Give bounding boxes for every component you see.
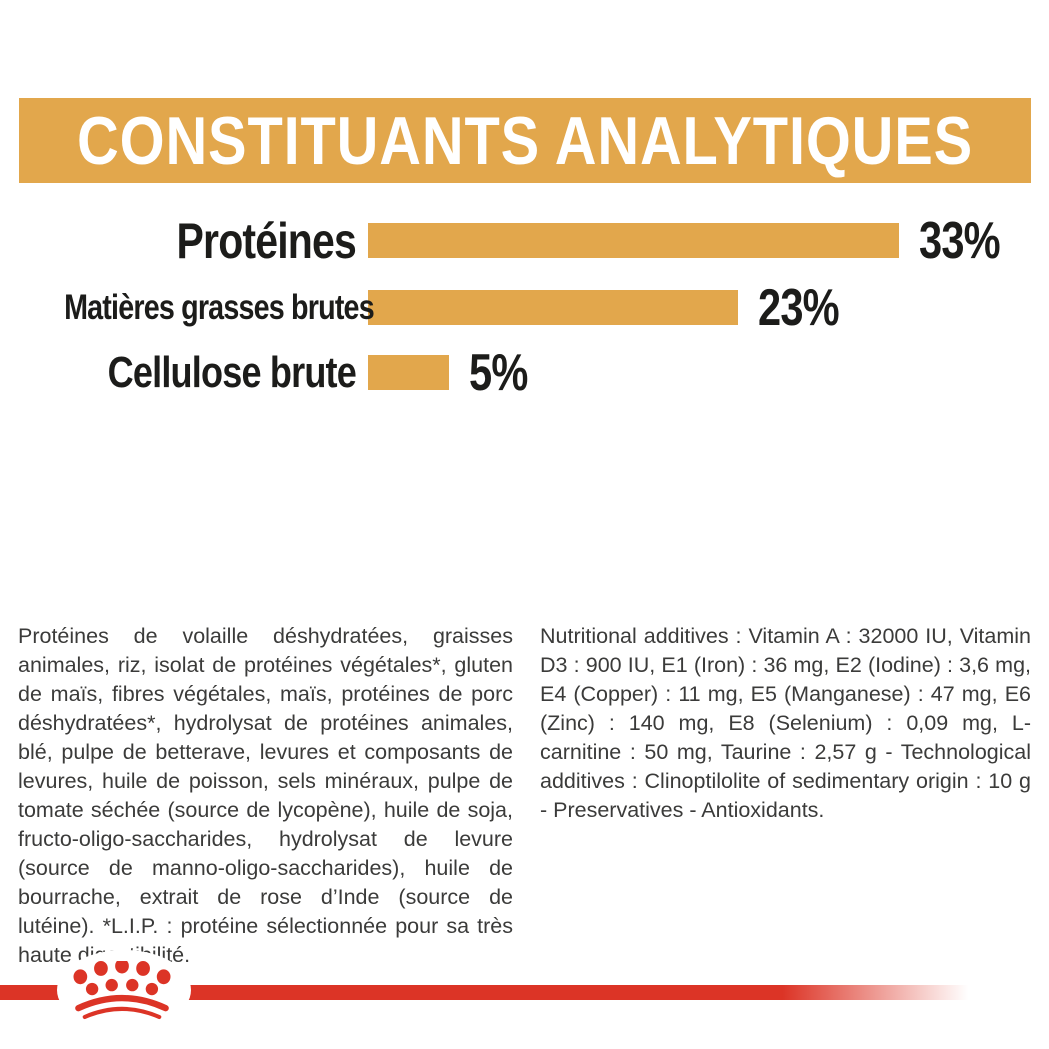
bar-category-label: Matières grasses brutes — [64, 287, 375, 327]
bar-row-proteins: Protéines 33% — [0, 212, 1020, 270]
bar-value-label: 5% — [469, 343, 528, 402]
bar-row-fibre: Cellulose brute 5% — [0, 344, 542, 402]
footer-red-rule — [0, 985, 978, 1000]
bar-value-label: 23% — [758, 278, 840, 337]
royal-canin-crown-logo-icon — [73, 961, 171, 1020]
composition-section: COMPOSITION Protéines de volaille déshyd… — [18, 527, 513, 970]
analytics-title: CONSTITUANTS ANALYTIQUES — [76, 102, 974, 179]
bar-value-label: 33% — [919, 211, 1001, 270]
bar-category-label: Protéines — [176, 212, 357, 269]
analytical-constituents-chart: Protéines 33% Matières grasses brutes 23… — [0, 0, 1049, 420]
bar-fat — [368, 290, 738, 325]
additives-body: Nutritional additives : Vitamin A : 3200… — [540, 624, 1031, 822]
bar-fibre — [368, 355, 449, 390]
additives-section: ADDITIFS (au kg) Nutritional additives :… — [540, 527, 1031, 825]
composition-body: Protéines de volaille déshydratées, grai… — [18, 624, 513, 967]
bar-row-fat: Matières grasses brutes 23% — [0, 279, 859, 337]
bar-category-label: Cellulose brute — [107, 347, 357, 397]
bar-proteins — [368, 223, 899, 258]
analytics-header-band: CONSTITUANTS ANALYTIQUES — [19, 98, 1031, 183]
